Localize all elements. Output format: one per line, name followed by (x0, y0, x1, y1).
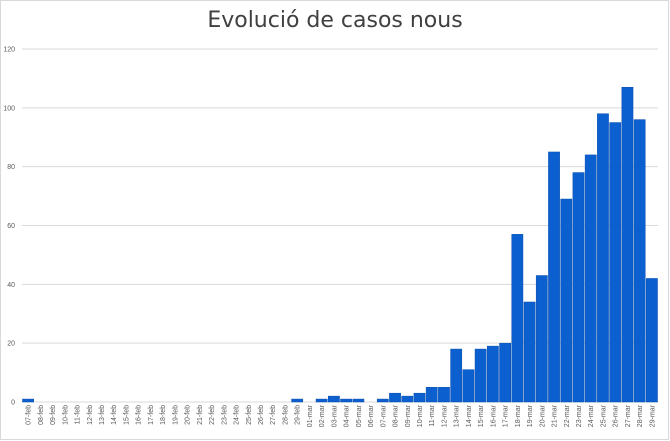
bar (389, 392, 401, 403)
x-tick-label: 15-feb (123, 405, 130, 425)
x-tick-label: 28-mar (637, 404, 644, 427)
x-tick-label: 11-mar (429, 404, 436, 426)
bar (438, 387, 450, 403)
x-tick-label: 07-mar (380, 404, 387, 427)
x-tick-label: 08-feb (38, 405, 45, 425)
bar (315, 398, 328, 403)
x-tick-label: 19-mar (527, 404, 534, 427)
chart-title: Evolució de casos nous (207, 8, 463, 33)
y-tick-label: 80 (7, 164, 15, 171)
x-tick-label: 29-mar (649, 404, 656, 427)
x-tick-label: 23-feb (221, 405, 228, 425)
x-tick-label: 04-mar (344, 404, 351, 427)
bar (511, 234, 524, 403)
x-tick-label: 12-mar (441, 404, 448, 427)
x-tick-label: 26-feb (258, 405, 265, 425)
x-tick-label: 24-feb (234, 405, 241, 425)
x-tick-label: 15-mar (478, 404, 485, 427)
bar (560, 198, 573, 403)
x-tick-label: 20-mar (539, 404, 546, 427)
x-tick-label: 21-feb (197, 405, 204, 425)
bar (352, 398, 365, 403)
y-tick-label: 100 (3, 105, 15, 112)
x-tick-label: 07-feb (26, 405, 33, 425)
bar (291, 398, 304, 403)
x-tick-label: 16-mar (490, 404, 497, 427)
x-tick-label: 18-mar (515, 404, 522, 427)
y-axis-ticks: 0 20 40 60 80 100 120 (3, 47, 15, 407)
bar (535, 275, 548, 403)
x-tick-label: 03-mar (331, 404, 338, 427)
x-tick-label: 21-mar (552, 404, 559, 427)
x-tick-label: 23-mar (576, 404, 583, 427)
x-tick-label: 28-feb (282, 405, 289, 425)
x-tick-label: 06-mar (368, 404, 375, 427)
bar (487, 345, 499, 403)
bar (462, 369, 475, 403)
bar (340, 398, 352, 403)
bar (646, 278, 658, 403)
x-tick-label: 19-feb (172, 405, 179, 425)
bar (413, 392, 426, 403)
x-tick-label: 05-mar (356, 404, 363, 427)
y-tick-label: 20 (7, 341, 15, 348)
bar (22, 398, 34, 403)
bar (572, 172, 585, 403)
x-tick-label: 14-mar (466, 404, 473, 427)
x-tick-label: 01-mar (307, 404, 314, 427)
x-tick-label: 14-feb (111, 405, 118, 425)
x-tick-label: 16-feb (136, 405, 143, 425)
x-tick-label: 09-mar (405, 404, 412, 427)
bar (584, 154, 597, 403)
bar (633, 119, 646, 403)
x-axis-ticks: 07-feb 08-feb 09-feb 10-feb 11-feb 12-feb 13-f… (26, 404, 657, 427)
x-tick-label: 10-mar (417, 404, 424, 427)
y-tick-label: 60 (7, 223, 15, 230)
x-tick-label: 17-feb (148, 405, 155, 425)
bar (376, 398, 389, 403)
y-tick-label: 0 (11, 400, 15, 407)
x-tick-label: 13-mar (454, 404, 461, 427)
bar (499, 342, 511, 403)
x-tick-label: 27-feb (270, 405, 277, 425)
x-tick-label: 10-feb (62, 405, 69, 425)
bar (621, 86, 634, 403)
x-tick-label: 02-mar (319, 404, 326, 427)
x-tick-label: 22-mar (564, 404, 571, 427)
x-tick-label: 22-feb (209, 405, 216, 425)
x-tick-label: 20-feb (185, 405, 192, 425)
x-tick-label: 18-feb (160, 405, 167, 425)
bar (609, 122, 622, 403)
x-tick-label: 12-feb (87, 405, 94, 425)
bar (597, 113, 609, 403)
bar (548, 151, 560, 403)
bar (523, 301, 536, 403)
bars (22, 86, 658, 403)
x-tick-label: 25-feb (246, 405, 253, 425)
x-tick-label: 26-mar (613, 404, 620, 427)
x-tick-label: 08-mar (393, 404, 400, 427)
x-tick-label: 11-feb (75, 405, 82, 424)
y-tick-label: 120 (3, 47, 15, 54)
y-tick-label: 40 (7, 282, 15, 289)
x-tick-label: 13-feb (99, 405, 106, 425)
bar (474, 348, 487, 403)
bar (425, 387, 438, 403)
x-tick-label: 17-mar (503, 404, 510, 427)
x-tick-label: 25-mar (600, 404, 607, 427)
x-tick-label: 27-mar (625, 404, 632, 427)
bar (328, 395, 340, 403)
x-tick-label: 24-mar (588, 404, 595, 427)
bar (401, 395, 414, 403)
x-tick-label: 29-feb (295, 405, 302, 425)
x-tick-label: 09-feb (50, 405, 57, 425)
bar (450, 348, 463, 403)
